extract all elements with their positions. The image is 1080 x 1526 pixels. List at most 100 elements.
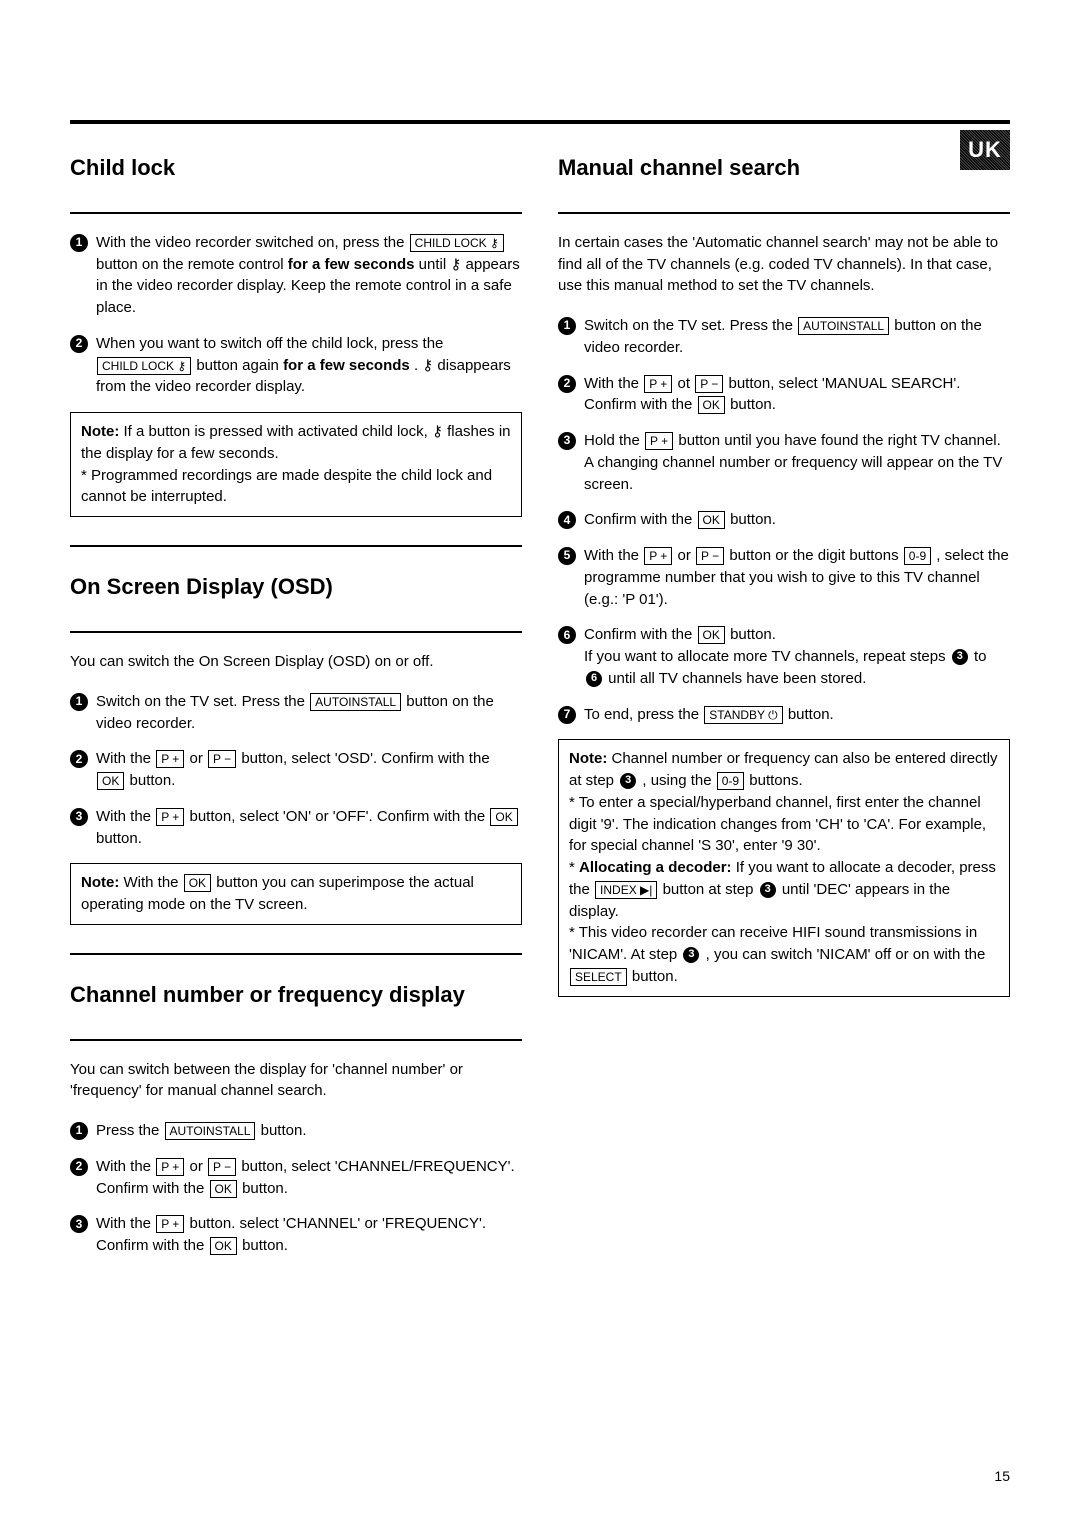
step-text: Hold the P + button until you have found…: [584, 430, 1010, 495]
step-text: Press the AUTOINSTALL button.: [96, 1120, 307, 1142]
key-p-plus: P +: [156, 1215, 184, 1233]
text: button.: [96, 830, 142, 847]
text: With the: [584, 375, 643, 392]
step-text: Switch on the TV set. Press the AUTOINST…: [584, 315, 1010, 359]
step-number-icon: 1: [70, 234, 88, 252]
step-ref-icon: 3: [683, 947, 699, 963]
text: With the: [96, 1215, 155, 1232]
key-ok: OK: [698, 511, 725, 529]
step-number-icon: 2: [70, 750, 88, 768]
step: 3 With the P + button, select 'ON' or 'O…: [70, 806, 522, 850]
step: 1 Switch on the TV set. Press the AUTOIN…: [70, 691, 522, 735]
text: button.: [242, 1180, 288, 1197]
step-text: Confirm with the OK button.: [584, 509, 776, 531]
step-number-icon: 3: [558, 432, 576, 450]
key-ok: OK: [184, 874, 211, 892]
section-osd: On Screen Display (OSD) You can switch t…: [70, 545, 522, 925]
text: button.: [130, 772, 176, 789]
bold-text: for a few seconds: [288, 256, 415, 273]
right-column: Manual channel search In certain cases t…: [558, 152, 1010, 1285]
key-child-lock: CHILD LOCK ⚷: [410, 234, 504, 252]
region-badge: UK: [960, 130, 1010, 170]
rule: [70, 212, 522, 214]
text: * Programmed recordings are made despite…: [81, 467, 492, 506]
section-child-lock: Child lock 1 With the video recorder swi…: [70, 152, 522, 517]
step: 7 To end, press the STANDBY ⏻ button.: [558, 704, 1010, 726]
note-label: Note:: [81, 874, 119, 891]
step: 4 Confirm with the OK button.: [558, 509, 1010, 531]
text: or: [678, 547, 696, 564]
heading-manual-search: Manual channel search: [558, 152, 1010, 202]
key-p-minus: P −: [208, 750, 236, 768]
step-number-icon: 7: [558, 706, 576, 724]
step: 1 With the video recorder switched on, p…: [70, 232, 522, 319]
key-ok: OK: [210, 1237, 237, 1255]
step-text: With the P + ot P − button, select 'MANU…: [584, 373, 1010, 417]
text: Switch on the TV set. Press the: [96, 693, 309, 710]
step-number-icon: 1: [70, 1122, 88, 1140]
key-ok: OK: [490, 808, 517, 826]
text: Confirm with the: [584, 511, 697, 528]
key-p-plus: P +: [645, 432, 673, 450]
text: , using the: [642, 772, 715, 789]
text: , you can switch 'NICAM' off or on with …: [706, 946, 986, 963]
key-p-plus: P +: [644, 547, 672, 565]
step-text: With the P + or P − button, select 'CHAN…: [96, 1156, 522, 1200]
step-text: Confirm with the OK button. If you want …: [584, 624, 1010, 689]
note-box: Note: With the OK button you can superim…: [70, 863, 522, 925]
text: buttons.: [749, 772, 802, 789]
top-rule: [70, 120, 1010, 124]
step: 6 Confirm with the OK button. If you wan…: [558, 624, 1010, 689]
step: 3 Hold the P + button until you have fou…: [558, 430, 1010, 495]
section-channel-freq: Channel number or frequency display You …: [70, 953, 522, 1257]
note-box: Note: Channel number or frequency can al…: [558, 739, 1010, 996]
step-number-icon: 6: [558, 626, 576, 644]
rule: [558, 212, 1010, 214]
bold-text: for a few seconds: [283, 357, 410, 374]
step: 3 With the P + button. select 'CHANNEL' …: [70, 1213, 522, 1257]
text: button.: [261, 1122, 307, 1139]
step: 2 With the P + or P − button, select 'OS…: [70, 748, 522, 792]
key-autoinstall: AUTOINSTALL: [798, 317, 889, 335]
key-autoinstall: AUTOINSTALL: [165, 1122, 256, 1140]
step-ref-icon: 3: [952, 649, 968, 665]
text: or: [190, 1158, 208, 1175]
key-digits: 0-9: [904, 547, 931, 565]
text: With the video recorder switched on, pre…: [96, 234, 409, 251]
rule: [70, 545, 522, 547]
left-column: Child lock 1 With the video recorder swi…: [70, 152, 522, 1285]
text: Confirm with the: [584, 626, 697, 643]
step: 2 When you want to switch off the child …: [70, 333, 522, 398]
key-p-plus: P +: [644, 375, 672, 393]
key-ok: OK: [698, 396, 725, 414]
step-number-icon: 2: [70, 335, 88, 353]
text: Hold the: [584, 432, 644, 449]
key-ok: OK: [97, 772, 124, 790]
step: 5 With the P + or P − button or the digi…: [558, 545, 1010, 610]
text: With the: [124, 874, 183, 891]
step-number-icon: 4: [558, 511, 576, 529]
heading-child-lock: Child lock: [70, 152, 522, 202]
key-digits: 0-9: [717, 772, 744, 790]
text: With the: [96, 1158, 155, 1175]
note-label: Note:: [81, 423, 119, 440]
step: 1 Press the AUTOINSTALL button.: [70, 1120, 522, 1142]
step: 1 Switch on the TV set. Press the AUTOIN…: [558, 315, 1010, 359]
text: When you want to switch off the child lo…: [96, 335, 443, 352]
text: button.: [242, 1237, 288, 1254]
step-text: To end, press the STANDBY ⏻ button.: [584, 704, 834, 726]
text: Switch on the TV set. Press the: [584, 317, 797, 334]
step-number-icon: 1: [558, 317, 576, 335]
text: button.: [730, 511, 776, 528]
text: button, select 'ON' or 'OFF'. Confirm wi…: [190, 808, 490, 825]
step-text: With the P + button, select 'ON' or 'OFF…: [96, 806, 522, 850]
key-p-plus: P +: [156, 750, 184, 768]
step-ref-icon: 6: [586, 671, 602, 687]
text: until all TV channels have been stored.: [608, 670, 866, 687]
key-child-lock: CHILD LOCK ⚷: [97, 357, 191, 375]
heading-channel-freq: Channel number or frequency display: [70, 979, 522, 1029]
text: ot: [678, 375, 695, 392]
text: To end, press the: [584, 706, 703, 723]
key-p-minus: P −: [208, 1158, 236, 1176]
text: button or the digit buttons: [729, 547, 902, 564]
